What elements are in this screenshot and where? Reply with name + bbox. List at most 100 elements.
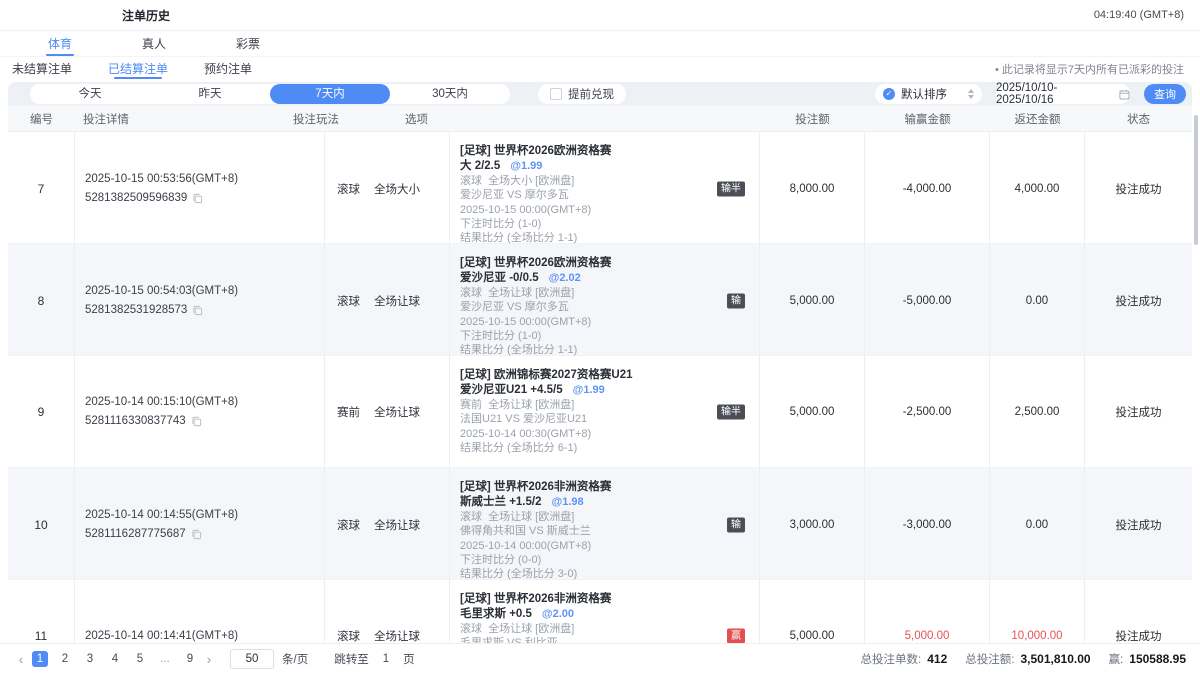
table-row: 9 2025-10-14 00:15:10(GMT+8) 52811163308… xyxy=(8,356,1192,468)
pagination-page-5[interactable]: 5 xyxy=(136,652,144,665)
option-line: 滚球 全场让球 [欧洲盘] xyxy=(460,511,575,523)
date-range-input[interactable]: 2025/10/10-2025/10/16 xyxy=(996,82,1130,106)
pagination-page-3[interactable]: 3 xyxy=(86,652,94,665)
col-play: 投注玩法 xyxy=(293,113,339,126)
option-line: 下注时比分 (1-0) xyxy=(460,217,542,230)
ticket-id: 5281116287775687 xyxy=(85,528,186,541)
filter-right-group: ✓ 默认排序 2025/10/10-2025/10/16 查询 xyxy=(875,82,1186,106)
status-text: 投注成功 xyxy=(1115,630,1162,643)
next-page-arrow[interactable]: › xyxy=(206,650,212,667)
option-league: [足球] 世界杯2026欧洲资格赛 xyxy=(460,257,612,269)
copy-icon[interactable] xyxy=(192,193,203,204)
tab-lottery[interactable]: 彩票 xyxy=(236,31,260,56)
pagination-page-4[interactable]: 4 xyxy=(111,652,119,665)
total-bets-value: 412 xyxy=(927,651,948,666)
prev-page-arrow[interactable]: ‹ xyxy=(18,650,24,667)
ticket-line: 5281116330837743 xyxy=(85,415,324,427)
option-line: 2025-10-14 00:00(GMT+8) xyxy=(460,539,592,552)
option-pick-line: 斯威士兰 +1.5/2 @1.98 xyxy=(460,495,749,510)
date-range-value: 2025/10/10-2025/10/16 xyxy=(996,82,1058,106)
row-id: 11 xyxy=(8,580,75,673)
copy-icon[interactable] xyxy=(192,305,203,316)
ticket-id: 5281382531928573 xyxy=(85,304,188,317)
status-text: 投注成功 xyxy=(1115,295,1162,308)
option-pick-line: 爱沙尼亚U21 +4.5/5 @1.99 xyxy=(460,383,749,398)
ticket-id: 5281382509596839 xyxy=(85,192,188,205)
option-pick: 毛里求斯 +0.5 xyxy=(460,608,532,620)
total-win-value: 150588.95 xyxy=(1129,651,1186,666)
bet-detail-cell: 2025-10-14 00:15:10(GMT+8) 5281116330837… xyxy=(75,356,325,467)
total-amount-label: 总投注额: xyxy=(965,653,1015,666)
copy-icon[interactable] xyxy=(191,529,202,540)
play-market: 全场大小 xyxy=(374,183,420,196)
option-line: 结果比分 (全场比分 1-1) xyxy=(460,232,578,245)
range-yesterday[interactable]: 昨天 xyxy=(198,88,222,100)
sort-select[interactable]: ✓ 默认排序 xyxy=(875,84,982,104)
page-size-input[interactable] xyxy=(230,648,274,669)
tab-live[interactable]: 真人 xyxy=(142,31,166,56)
ticket-line: 5281116287775687 xyxy=(85,528,324,540)
bet-detail-cell: 2025-10-15 00:54:03(GMT+8) 5281382531928… xyxy=(75,244,325,358)
option-pick: 大 2/2.5 xyxy=(460,160,501,172)
row-id: 8 xyxy=(8,244,75,358)
play-type: 滚球 xyxy=(337,630,360,643)
col-status: 状态 xyxy=(1127,113,1150,126)
option-cell: [足球] 世界杯2026非洲资格赛 斯威士兰 +1.5/2 @1.98 滚球 全… xyxy=(450,468,760,582)
copy-icon[interactable] xyxy=(191,416,202,427)
total-bets-label: 总投注单数: xyxy=(860,653,922,666)
refund-amount: 4,000.00 xyxy=(990,132,1085,246)
play-cell: 赛前 全场让球 xyxy=(325,356,450,467)
record-note: • 此记录将显示7天内所有已派彩的投注 xyxy=(994,63,1184,76)
option-pick-line: 爱沙尼亚 -0/0.5 @2.02 xyxy=(460,271,749,286)
play-market: 全场让球 xyxy=(374,406,420,419)
result-badge: 赢 xyxy=(727,628,745,643)
top-bar: 注单历史 04:19:40 (GMT+8) xyxy=(0,0,1200,31)
subtab-reserved[interactable]: 预约注单 xyxy=(204,57,252,80)
range-30days[interactable]: 30天内 xyxy=(432,88,468,100)
table-row: 7 2025-10-15 00:53:56(GMT+8) 52813825095… xyxy=(8,132,1192,246)
play-type: 滚球 xyxy=(337,183,360,196)
option-line: 结果比分 (全场比分 1-1) xyxy=(460,344,578,357)
col-bet-amount: 投注额 xyxy=(795,113,830,126)
range-7days[interactable]: 7天内 xyxy=(270,84,390,104)
play-cell: 滚球 全场让球 xyxy=(325,244,450,358)
option-odds: @2.02 xyxy=(548,272,581,284)
option-league: [足球] 世界杯2026非洲资格赛 xyxy=(460,481,612,493)
option-line: 2025-10-15 00:00(GMT+8) xyxy=(460,203,592,216)
query-button[interactable]: 查询 xyxy=(1144,84,1186,104)
col-detail: 投注详情 xyxy=(83,113,129,126)
subtab-settled[interactable]: 已结算注单 xyxy=(108,57,168,80)
subtab-unsettled[interactable]: 未结算注单 xyxy=(12,57,72,80)
tab-sports-label: 体育 xyxy=(48,37,73,51)
page-word: 页 xyxy=(403,653,415,666)
option-odds: @1.99 xyxy=(510,160,543,172)
tab-sports[interactable]: 体育 xyxy=(45,31,75,56)
early-cashout-label: 提前兑现 xyxy=(568,89,614,101)
row-id: 10 xyxy=(8,468,75,582)
vertical-scrollbar[interactable] xyxy=(1194,115,1198,245)
option-line: 2025-10-15 00:00(GMT+8) xyxy=(460,315,592,328)
refund-amount: 10,000.00 xyxy=(990,580,1085,673)
pagination-page-9[interactable]: 9 xyxy=(186,652,194,665)
page-size-unit: 条/页 xyxy=(282,653,309,666)
bet-amount: 5,000.00 xyxy=(760,244,865,358)
option-cell: [足球] 欧洲锦标赛2027资格赛U21 爱沙尼亚U21 +4.5/5 @1.9… xyxy=(450,356,760,467)
early-cashout-checkbox[interactable] xyxy=(550,88,562,100)
col-option: 选项 xyxy=(405,113,428,126)
bet-amount: 5,000.00 xyxy=(760,580,865,673)
total-amount-value: 3,501,810.00 xyxy=(1020,651,1091,666)
total-win-label: 赢: xyxy=(1108,653,1124,666)
pagination-page-1[interactable]: 1 xyxy=(32,650,48,667)
option-odds: @2.00 xyxy=(541,608,575,620)
option-lines: 滚球 全场大小 [欧洲盘] 爱沙尼亚 VS 摩尔多瓦 2025-10-15 00:0… xyxy=(460,174,749,245)
option-line: 2025-10-14 00:30(GMT+8) xyxy=(460,427,592,440)
early-cashout-group: 提前兑现 xyxy=(538,84,626,104)
result-badge: 输半 xyxy=(717,404,745,419)
pagination-page-2[interactable]: 2 xyxy=(61,652,69,665)
play-market: 全场让球 xyxy=(374,630,420,643)
winloss-amount: -2,500.00 xyxy=(865,356,990,467)
range-today[interactable]: 今天 xyxy=(78,88,102,100)
jump-page-value[interactable]: 1 xyxy=(382,652,390,665)
winloss-amount: -3,000.00 xyxy=(865,468,990,582)
